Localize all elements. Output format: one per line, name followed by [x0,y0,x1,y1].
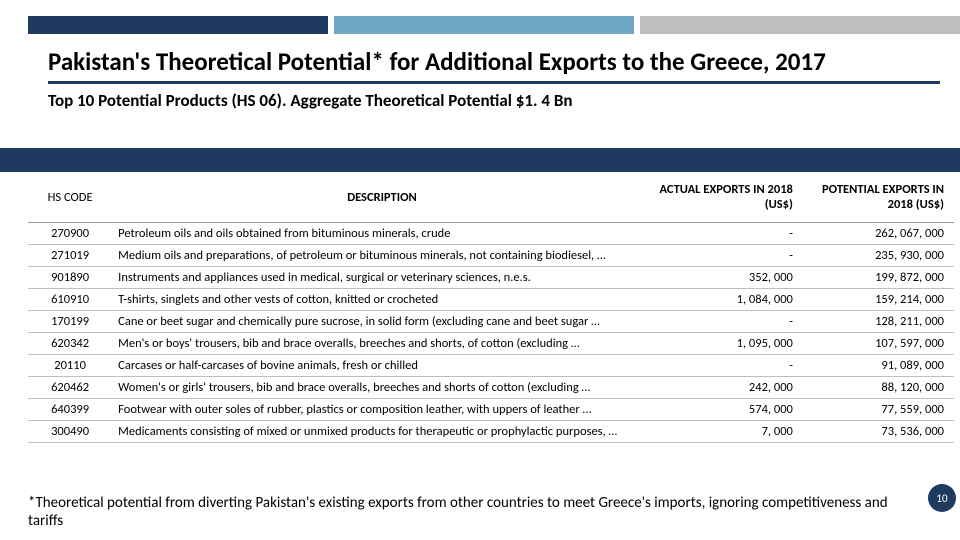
cell-code: 271019 [28,245,112,267]
cell-actual: - [652,223,803,245]
cell-desc: T-shirts, singlets and other vests of co… [112,289,652,311]
table-row: 640399Footwear with outer soles of rubbe… [28,399,954,421]
cell-desc: Medicaments consisting of mixed or unmix… [112,421,652,443]
table-row: 901890Instruments and appliances used in… [28,267,954,289]
cell-actual: 242, 000 [652,377,803,399]
cell-desc: Petroleum oils and oils obtained from bi… [112,223,652,245]
cell-potential: 88, 120, 000 [803,377,954,399]
slide-header: Pakistan's Theoretical Potential* for Ad… [48,48,940,111]
table-row: 620462Women's or girls' trousers, bib an… [28,377,954,399]
col-header-code: HS CODE [28,176,112,223]
cell-actual: 352, 000 [652,267,803,289]
data-table-wrap: HS CODE DESCRIPTION ACTUAL EXPORTS IN 20… [28,176,954,443]
col-header-desc: DESCRIPTION [112,176,652,223]
cell-potential: 77, 559, 000 [803,399,954,421]
navy-band [0,148,960,172]
cell-actual: 574, 000 [652,399,803,421]
cell-potential: 128, 211, 000 [803,311,954,333]
title-underline [48,81,940,84]
table-row: 20110Carcases or half-carcases of bovine… [28,355,954,377]
cell-code: 20110 [28,355,112,377]
cell-desc: Women's or girls' trousers, bib and brac… [112,377,652,399]
cell-potential: 107, 597, 000 [803,333,954,355]
table-header-row: HS CODE DESCRIPTION ACTUAL EXPORTS IN 20… [28,176,954,223]
cell-code: 170199 [28,311,112,333]
cell-potential: 235, 930, 000 [803,245,954,267]
cell-potential: 73, 536, 000 [803,421,954,443]
cell-desc: Instruments and appliances used in medic… [112,267,652,289]
table-row: 300490Medicaments consisting of mixed or… [28,421,954,443]
table-row: 271019Medium oils and preparations, of p… [28,245,954,267]
cell-desc: Carcases or half-carcases of bovine anim… [112,355,652,377]
cell-code: 620462 [28,377,112,399]
cell-potential: 199, 872, 000 [803,267,954,289]
slide-subtitle: Top 10 Potential Products (HS 06). Aggre… [48,90,940,111]
col-header-potential: POTENTIAL EXPORTS IN 2018 (US$) [803,176,954,223]
cell-potential: 91, 089, 000 [803,355,954,377]
table-body: 270900Petroleum oils and oils obtained f… [28,223,954,443]
cell-actual: - [652,355,803,377]
cell-actual: - [652,311,803,333]
cell-actual: - [652,245,803,267]
table-row: 620342Men's or boys' trousers, bib and b… [28,333,954,355]
table-row: 270900Petroleum oils and oils obtained f… [28,223,954,245]
table-row: 610910T-shirts, singlets and other vests… [28,289,954,311]
cell-desc: Footwear with outer soles of rubber, pla… [112,399,652,421]
cell-potential: 262, 067, 000 [803,223,954,245]
cell-actual: 1, 095, 000 [652,333,803,355]
cell-code: 901890 [28,267,112,289]
cell-potential: 159, 214, 000 [803,289,954,311]
page-number-badge: 10 [928,484,956,512]
cell-desc: Cane or beet sugar and chemically pure s… [112,311,652,333]
cell-desc: Medium oils and preparations, of petrole… [112,245,652,267]
slide-title: Pakistan's Theoretical Potential* for Ad… [48,48,940,77]
cell-code: 640399 [28,399,112,421]
accent-gray [640,16,960,34]
table-row: 170199Cane or beet sugar and chemically … [28,311,954,333]
cell-code: 270900 [28,223,112,245]
cell-actual: 7, 000 [652,421,803,443]
top-accent-bar [28,16,960,34]
cell-actual: 1, 084, 000 [652,289,803,311]
accent-navy [28,16,328,34]
accent-lightblue [334,16,634,34]
cell-desc: Men's or boys' trousers, bib and brace o… [112,333,652,355]
cell-code: 620342 [28,333,112,355]
footnote: *Theoretical potential from diverting Pa… [28,494,920,530]
cell-code: 610910 [28,289,112,311]
cell-code: 300490 [28,421,112,443]
col-header-actual: ACTUAL EXPORTS IN 2018 (US$) [652,176,803,223]
data-table: HS CODE DESCRIPTION ACTUAL EXPORTS IN 20… [28,176,954,443]
